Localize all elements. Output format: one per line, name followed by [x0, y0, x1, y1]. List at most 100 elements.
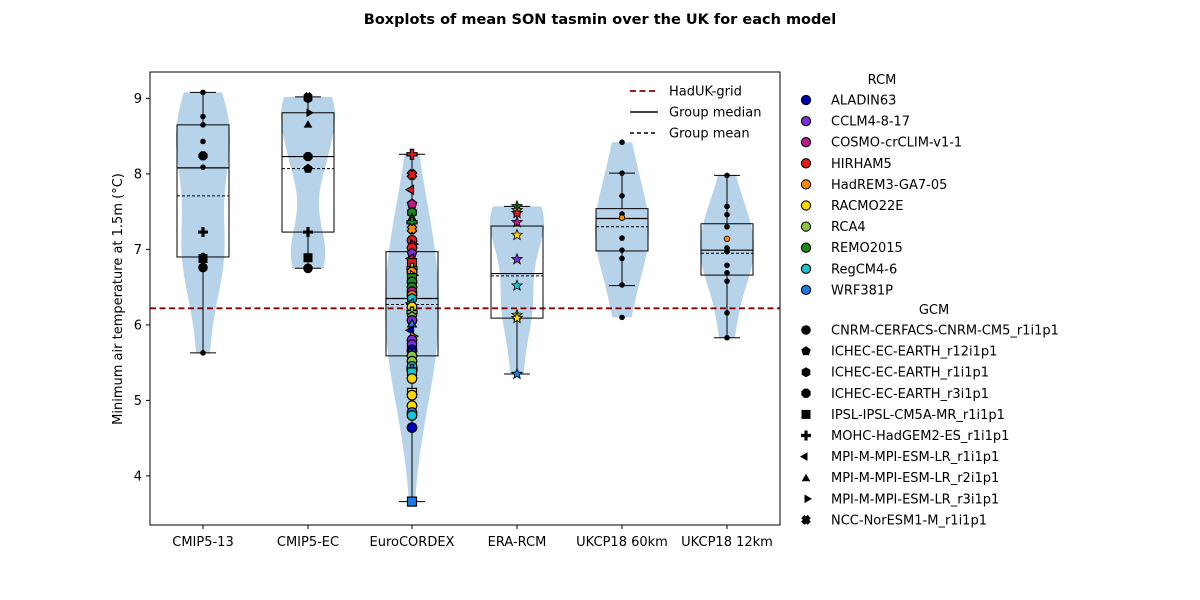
data-point	[303, 163, 313, 173]
gcm-legend-swatch	[801, 514, 811, 525]
data-point	[303, 227, 313, 238]
violin-0	[176, 92, 230, 353]
data-point	[724, 248, 730, 255]
gcm-legend-label: MPI-M-MPI-ESM-LR_r2i1p1	[831, 471, 999, 486]
data-point	[724, 270, 730, 276]
gcm-legend-label: MPI-M-MPI-ESM-LR_r3i1p1	[831, 492, 999, 507]
data-point	[723, 235, 731, 243]
rcm-legend-swatch	[800, 179, 812, 190]
data-point	[619, 255, 625, 262]
data-point	[724, 310, 730, 316]
data-point	[724, 334, 730, 341]
rcm-legend-label: RCA4	[831, 220, 866, 235]
gcm-legend-swatch	[801, 367, 811, 378]
gcm-legend-label: IPSL-IPSL-CM5A-MR_r1i1p1	[831, 408, 1005, 423]
rcm-legend-label: HadREM3-GA7-05	[831, 178, 947, 193]
data-point	[198, 262, 208, 273]
data-point	[510, 367, 524, 380]
data-point	[406, 373, 418, 384]
gcm-legend-swatch	[801, 346, 811, 356]
violin-1	[281, 96, 335, 269]
x-tick-label: UKCP18 60km	[576, 535, 668, 550]
gcm-legend-label: MPI-M-MPI-ESM-LR_r1i1p1	[831, 450, 999, 465]
gcm-legend-label: NCC-NorESM1-M_r1i1p1	[831, 513, 987, 528]
data-point	[619, 247, 625, 253]
y-tick-label: 7	[134, 243, 142, 258]
data-point	[724, 223, 730, 230]
legend-line-label: HadUK-grid	[669, 85, 742, 100]
gcm-legend-swatch	[804, 494, 812, 504]
data-point	[406, 168, 418, 181]
data-point	[724, 278, 730, 284]
gcm-legend-label: ICHEC-EC-EARTH_r12i1p1	[831, 345, 997, 360]
y-tick-label: 9	[134, 92, 142, 107]
gcm-legend-label: ICHEC-EC-EARTH_r3i1p1	[831, 387, 989, 402]
x-tick-label: UKCP18 12km	[681, 535, 773, 550]
legend-area: HadUK-grid Group median Group mean RCM ALADI…	[630, 73, 1059, 528]
violin-4	[595, 142, 649, 318]
data-point	[303, 93, 313, 104]
y-tick-label: 6	[134, 318, 142, 333]
rcm-legend-label: ALADIN63	[831, 94, 896, 109]
legend-line-label: Group mean	[669, 127, 750, 142]
rcm-legend-label: REMO2015	[831, 241, 903, 256]
rcm-legend-label: WRF381P	[831, 283, 893, 298]
y-tick-label: 4	[134, 469, 142, 484]
gcm-legend-label: MOHC-HadGEM2-ES_r1i1p1	[831, 429, 1009, 444]
data-point	[303, 263, 313, 274]
data-point	[619, 193, 625, 199]
data-point	[724, 211, 730, 218]
data-point	[510, 311, 524, 324]
data-point	[510, 279, 524, 291]
rcm-legend-swatch	[800, 284, 812, 296]
gcm-legend-label: ICHEC-EC-EARTH_r1i1p1	[831, 366, 989, 381]
chart-title: Boxplots of mean SON tasmin over the UK …	[364, 12, 836, 28]
rcm-legend-swatch	[800, 242, 812, 253]
data-point	[406, 223, 418, 235]
data-point	[303, 253, 313, 263]
y-tick-label: 5	[134, 394, 142, 409]
data-point	[724, 172, 730, 179]
rcm-legend-swatch	[800, 94, 812, 106]
data-point	[200, 122, 206, 128]
violin-5	[700, 175, 754, 338]
data-point	[406, 148, 418, 160]
rcm-legend-swatch	[800, 221, 812, 232]
data-point	[200, 164, 206, 170]
data-point	[198, 227, 208, 238]
data-point	[619, 314, 625, 321]
rcm-legend-label: HIRHAM5	[831, 157, 892, 172]
rcm-legend-title: RCM	[868, 73, 897, 88]
data-point	[619, 235, 625, 241]
data-point	[510, 215, 524, 228]
plot-area: 4 5 6 7 8 9 CMIP5-13 CMIP5-EC EuroCORDEX ERA-RCM U…	[134, 71, 781, 550]
rcm-legend-label: COSMO-crCLIM-v1-1	[831, 136, 962, 151]
rcm-legend-swatch	[800, 137, 812, 148]
data-point	[303, 120, 313, 128]
data-point	[406, 422, 418, 434]
data-point	[200, 113, 206, 120]
data-point	[406, 389, 418, 401]
data-point	[303, 151, 313, 162]
plot-frame	[149, 71, 781, 526]
data-point	[510, 252, 524, 265]
data-point	[619, 282, 625, 288]
rcm-legend-swatch	[800, 115, 812, 127]
rcm-legend-swatch	[800, 158, 812, 169]
data-point	[404, 184, 415, 196]
data-point	[306, 108, 314, 118]
data-point	[724, 262, 730, 269]
gcm-legend-swatch	[800, 452, 808, 461]
rcm-legend-swatch	[800, 263, 812, 274]
data-point	[406, 496, 418, 507]
y-tick-label: 8	[134, 167, 142, 182]
data-point	[200, 89, 206, 96]
gcm-legend-swatch	[801, 409, 811, 419]
rcm-legend-swatch	[800, 200, 812, 211]
data-point	[510, 206, 524, 219]
rcm-legend-label: CCLM4-8-17	[831, 115, 910, 130]
x-tick-label: EuroCORDEX	[370, 535, 455, 550]
gcm-legend-title: GCM	[919, 303, 949, 318]
data-point	[724, 203, 730, 210]
